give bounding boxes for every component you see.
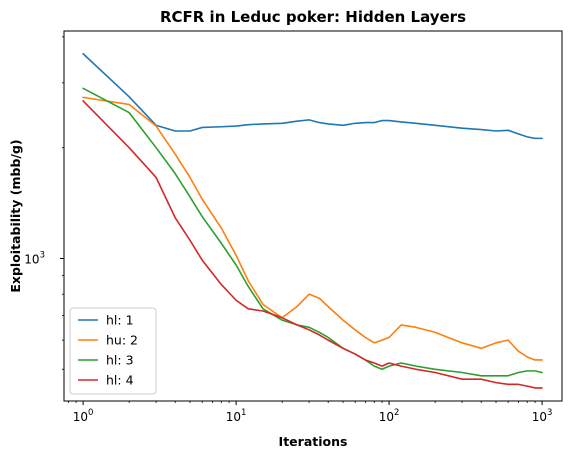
legend-label: hl: 4 (106, 373, 134, 388)
legend: hl: 1 hu: 2 hl: 3 hl: 4 (69, 307, 157, 395)
series-line-4 (82, 100, 543, 389)
x-tick-exponent: 2 (394, 408, 399, 418)
x-tick-exponent: 3 (547, 408, 552, 418)
series-layer (82, 52, 543, 389)
y-axis-label: Exploitability (mbb/g) (8, 139, 23, 292)
series-line-1 (82, 52, 543, 140)
x-tick-label: 102 (379, 408, 400, 424)
x-tick-label: 101 (226, 408, 247, 424)
legend-label: hl: 3 (106, 353, 134, 368)
x-tick-label: 103 (532, 408, 553, 424)
plot-frame (63, 30, 563, 402)
legend-label: hu: 2 (106, 333, 138, 348)
x-tick-base: 10 (379, 410, 394, 424)
x-axis-label: Iterations (279, 434, 348, 449)
y-tick-label: 103 (24, 250, 45, 266)
x-tick-exponent: 1 (241, 408, 246, 418)
x-tick-base: 10 (226, 410, 241, 424)
legend-box (69, 307, 157, 395)
x-tick-exponent: 0 (88, 408, 93, 418)
chart-title: RCFR in Leduc poker: Hidden Layers (160, 8, 466, 26)
x-tick-base: 10 (73, 410, 88, 424)
x-tick-base: 10 (532, 410, 547, 424)
x-tick-label: 100 (73, 408, 94, 424)
series-line-2 (82, 96, 543, 361)
y-tick-base: 10 (24, 252, 39, 266)
y-tick-exponent: 3 (40, 250, 45, 260)
legend-label: hl: 1 (106, 313, 134, 328)
